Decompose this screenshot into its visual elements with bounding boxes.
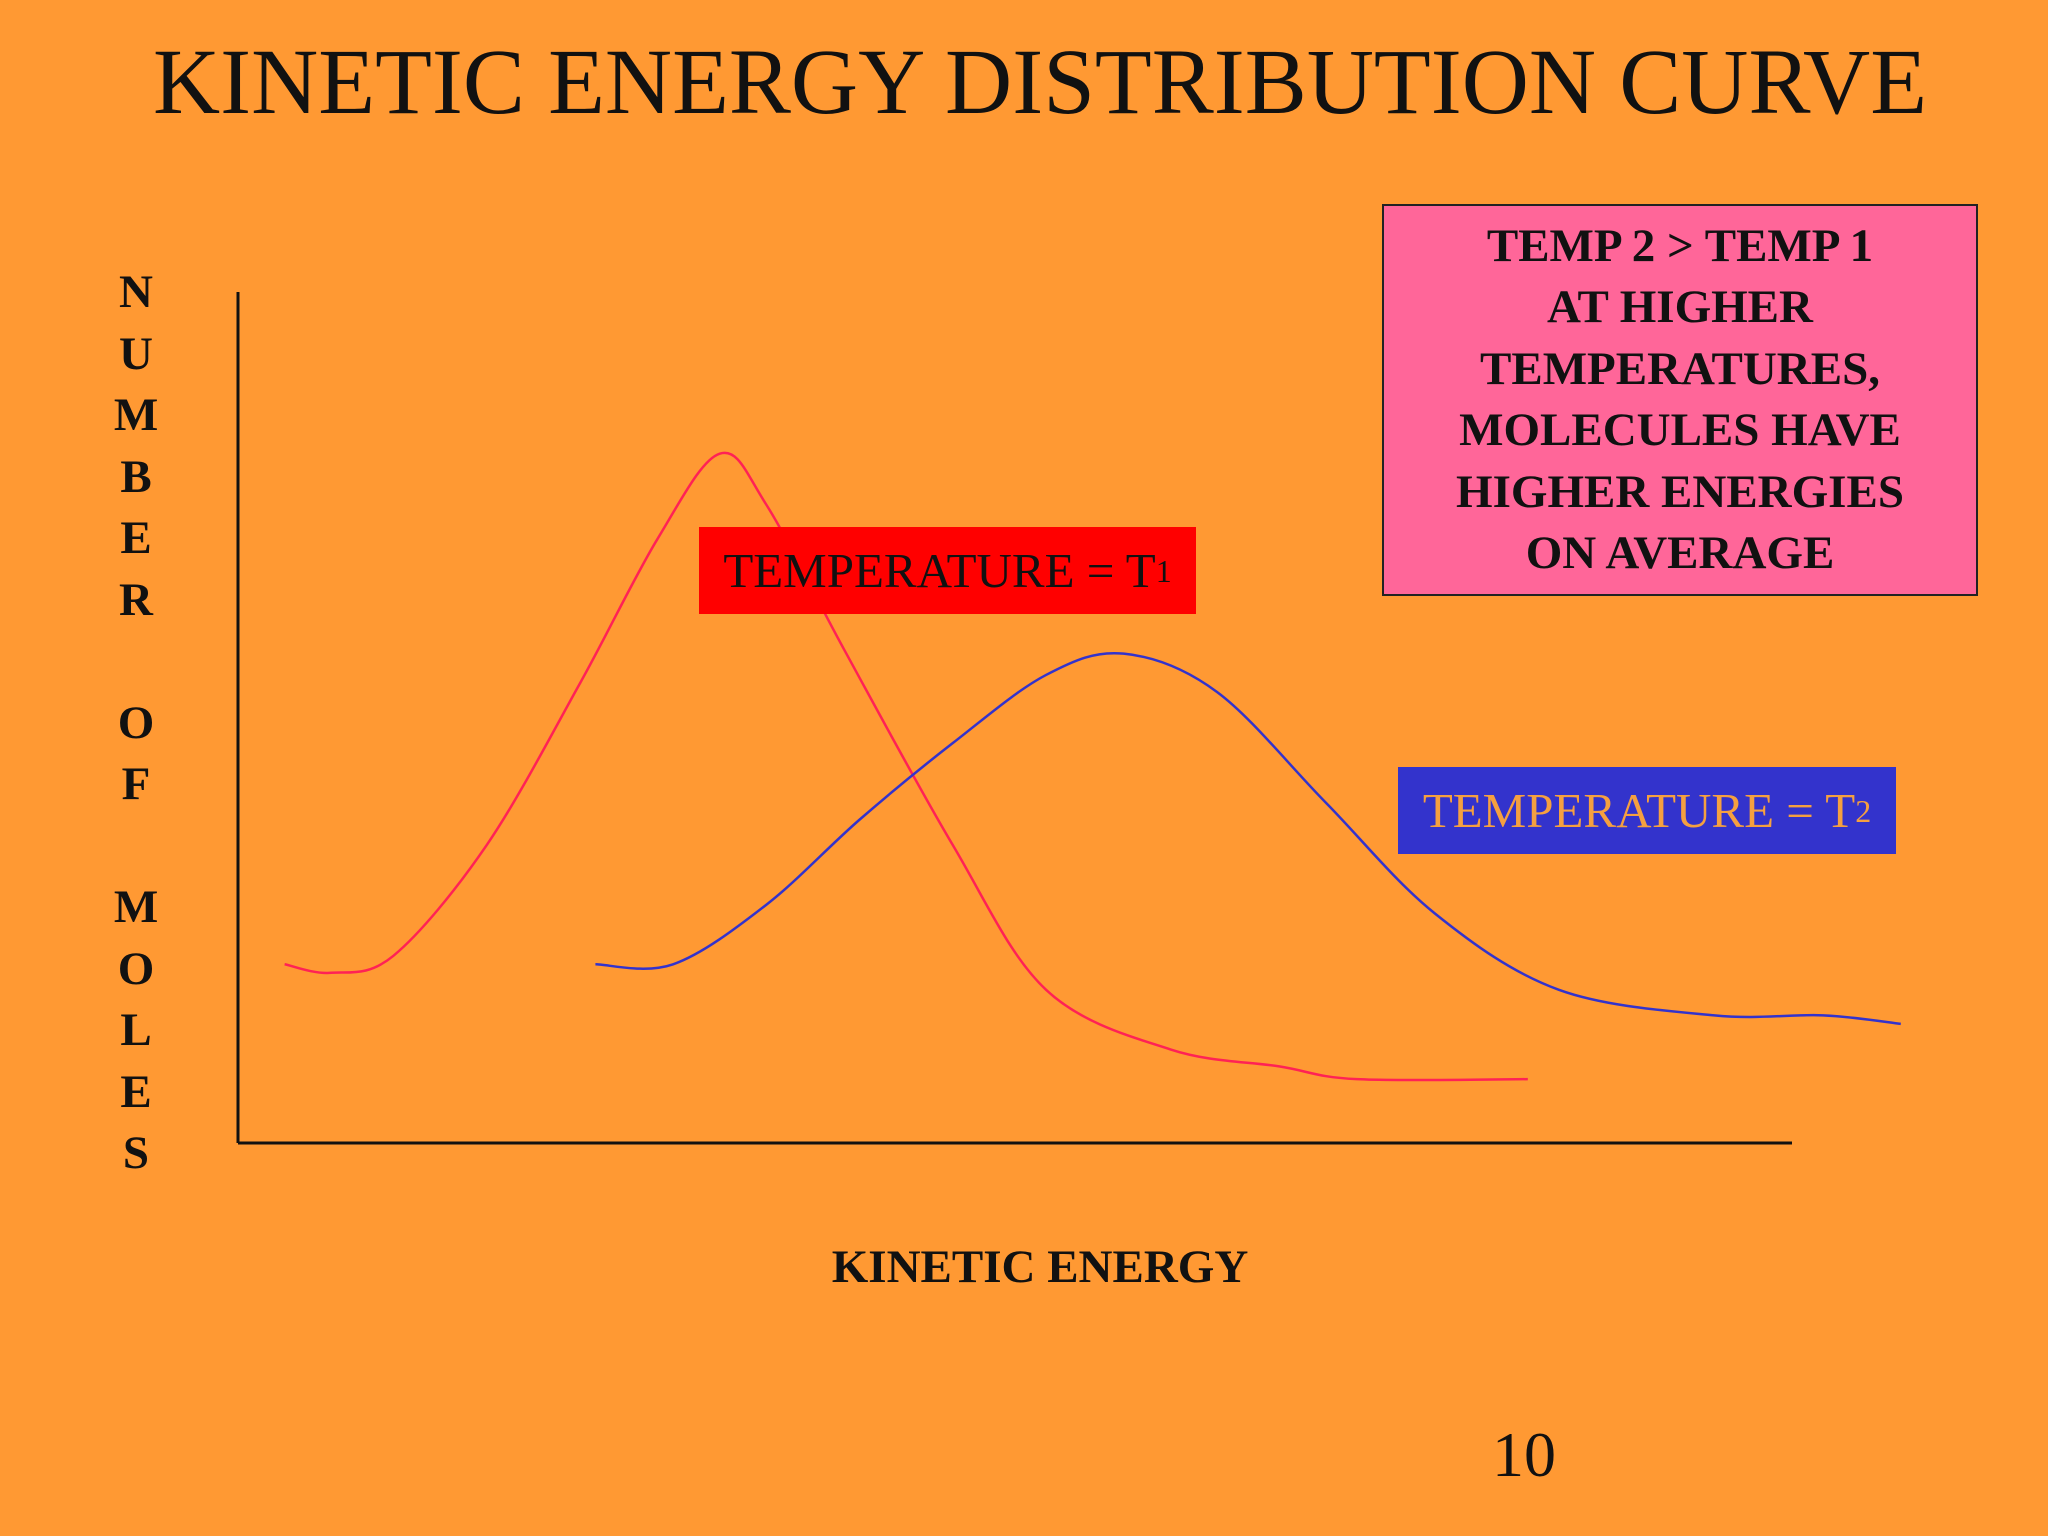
y-axis-label-letter: L (120, 1004, 152, 1056)
y-axis-label-letter: O (117, 942, 155, 995)
y-axis-label-letter: M (113, 389, 159, 441)
y-axis-label-letter: N (119, 266, 153, 318)
y-axis-label-letter: F (121, 758, 151, 810)
y-axis-label-letter: E (120, 1065, 152, 1118)
y-axis-label-letter: U (119, 327, 153, 380)
note-line: MOLECULES HAVE (1459, 404, 1901, 456)
y-axis-label-letter: S (122, 1127, 150, 1179)
note-line: HIGHER ENERGIES (1456, 465, 1904, 518)
series-t2-curve (595, 651, 1901, 1026)
y-axis-label-letter: R (119, 573, 153, 626)
y-axis-label-letter: E (120, 512, 152, 564)
y-axis-label-letter: O (117, 696, 155, 749)
note-line: TEMP 2 > TEMP 1 (1486, 219, 1874, 272)
temperature-t2-tag-text: TEMPERATURE = T (1422, 783, 1856, 838)
page-number: 10 (1492, 1419, 1556, 1490)
note-line: TEMPERATURES, (1480, 342, 1880, 395)
y-axis-label-letter: B (120, 450, 152, 503)
note-box: TEMP 2 > TEMP 1 AT HIGHER TEMPERATURES, MOL… (1382, 204, 1978, 596)
y-axis-label-letter: M (113, 881, 159, 933)
note-line: ON AVERAGE (1525, 527, 1835, 579)
x-axis-label: KINETIC ENERGY (831, 1241, 1249, 1293)
note-line: AT HIGHER (1547, 281, 1813, 333)
temperature-t1-tag-text: TEMPERATURE = T (723, 543, 1156, 598)
slide-title: KINETIC ENERGY DISTRIBUTION CURVE (152, 31, 1928, 134)
